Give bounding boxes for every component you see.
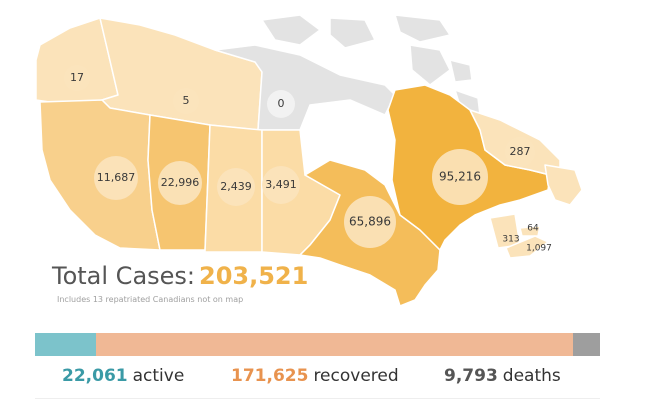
- arctic-island-shape: [409, 44, 451, 86]
- region-nunavut: [214, 44, 396, 131]
- arctic-island-shape: [448, 58, 473, 83]
- case-bubble-yukon: [64, 65, 90, 91]
- total-cases-label: Total Cases:: [52, 262, 196, 290]
- arctic-island-shape: [260, 14, 322, 46]
- deaths-segment: [572, 333, 600, 356]
- case-label-quebec: 95,216: [439, 170, 481, 184]
- arctic-islands: [260, 14, 481, 116]
- case-label-british-columbia: 11,687: [97, 171, 136, 184]
- case-bubble-manitoba: [262, 166, 300, 204]
- active-legend: 22,061 active: [62, 366, 184, 386]
- region-nova-scotia: [505, 235, 549, 259]
- recovered-segment: [96, 333, 573, 356]
- case-label-new-brunswick: 313: [502, 235, 519, 245]
- case-label-nova-scotia: 1,097: [526, 244, 552, 254]
- active-count: 22,061: [62, 366, 128, 386]
- total-cases: Total Cases: 203,521: [52, 262, 308, 290]
- region-newfoundland-island: [544, 164, 583, 206]
- case-bubble-quebec: [432, 149, 488, 205]
- case-label-prince-edward-island: 64: [527, 224, 539, 234]
- case-label-yukon: 17: [70, 71, 84, 84]
- case-label-saskatchewan: 2,439: [220, 180, 252, 193]
- case-bubble-ontario: [344, 196, 396, 248]
- total-cases-value: 203,521: [199, 262, 309, 290]
- case-bubble-nunavut: [267, 90, 295, 118]
- deaths-legend: 9,793 deaths: [444, 366, 561, 386]
- case-label-northwest-territories: 5: [183, 94, 190, 107]
- active-label: active: [132, 366, 185, 386]
- case-bubble-newfoundland-labrador: [505, 137, 535, 167]
- case-label-nunavut: 0: [278, 97, 285, 110]
- case-bubble-saskatchewan: [217, 168, 255, 206]
- arctic-island-shape: [393, 14, 452, 43]
- case-label-newfoundland-labrador: 287: [510, 145, 531, 158]
- case-bubble-british-columbia: [94, 156, 138, 200]
- case-status-bar: [35, 333, 600, 356]
- recovered-count: 171,625: [231, 366, 309, 386]
- region-prince-edward-island: [519, 225, 541, 237]
- deaths-count: 9,793: [444, 366, 498, 386]
- arctic-island-shape: [329, 17, 377, 49]
- recovered-label: recovered: [313, 366, 399, 386]
- case-bubble-alberta: [158, 161, 202, 205]
- active-segment: [35, 333, 97, 356]
- case-bubble-northwest-territories: [173, 88, 199, 114]
- repatriated-note: Includes 13 repatriated Canadians not on…: [57, 295, 244, 304]
- case-labels-layer: 17 5 0 11,687 22,996 2,439 3,491 65,896 95,216 28…: [64, 65, 552, 254]
- case-label-ontario: 65,896: [349, 215, 391, 229]
- case-label-alberta: 22,996: [161, 176, 200, 189]
- case-label-manitoba: 3,491: [265, 178, 297, 191]
- recovered-legend: 171,625 recovered: [231, 366, 399, 386]
- bottom-divider: [35, 398, 600, 399]
- deaths-label: deaths: [502, 366, 561, 386]
